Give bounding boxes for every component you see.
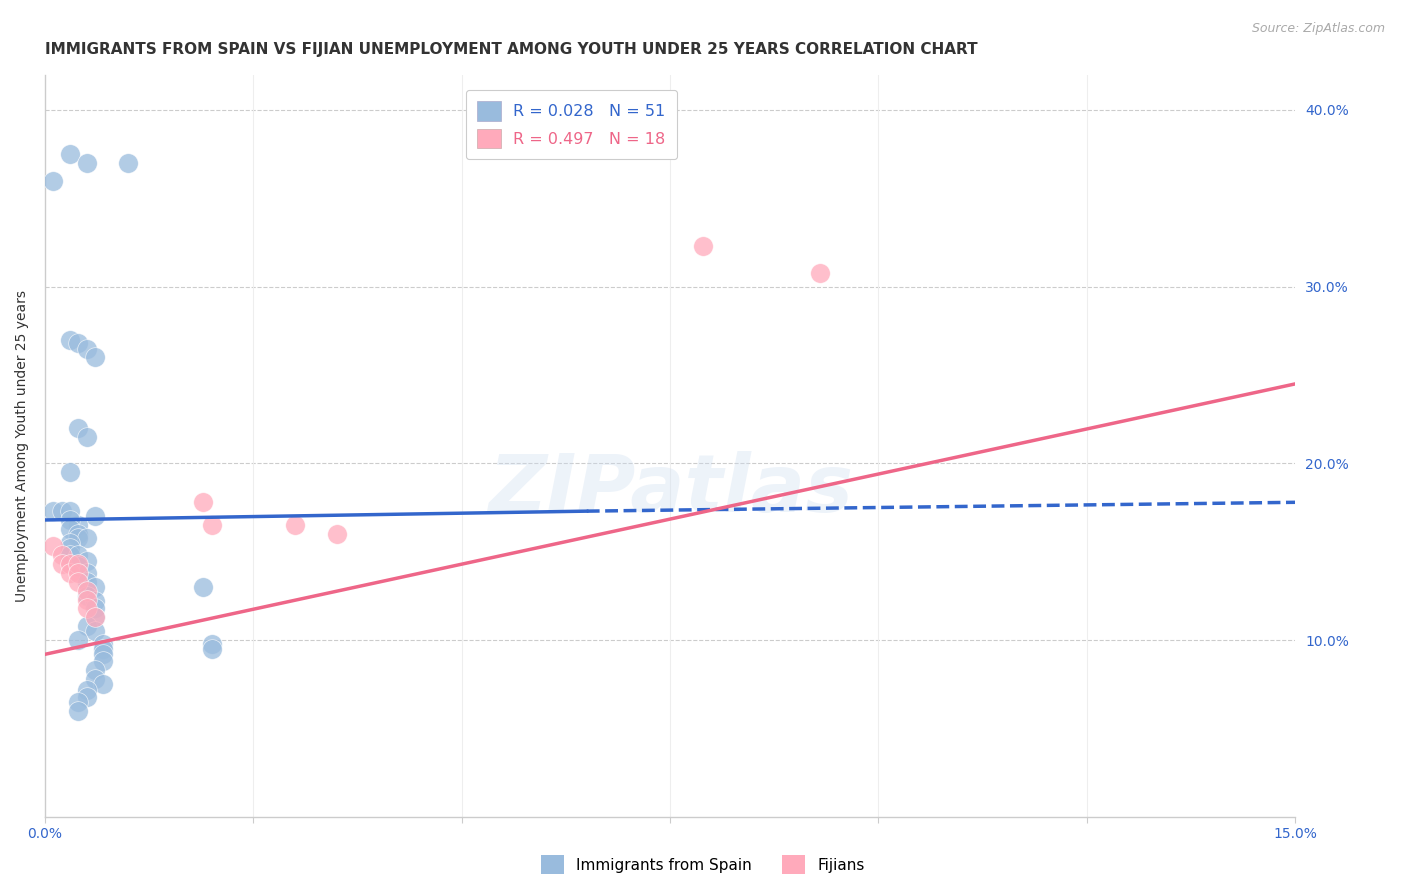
Point <box>59 147 82 161</box>
Point <box>67 557 90 571</box>
Point <box>59 333 82 347</box>
Point <box>67 336 90 351</box>
Point <box>76 430 98 444</box>
Point <box>59 504 82 518</box>
Point <box>76 531 98 545</box>
Y-axis label: Unemployment Among Youth under 25 years: Unemployment Among Youth under 25 years <box>15 290 30 602</box>
Point <box>67 518 90 533</box>
Point <box>67 695 90 709</box>
Point <box>42 504 65 518</box>
Point <box>67 421 90 435</box>
Point <box>84 594 107 608</box>
Point <box>67 558 90 573</box>
Point <box>84 672 107 686</box>
Point <box>42 174 65 188</box>
Point <box>84 351 107 365</box>
Point <box>76 554 98 568</box>
Point <box>84 610 107 624</box>
Point <box>59 536 82 550</box>
Point <box>76 156 98 170</box>
Point <box>76 690 98 704</box>
Point <box>67 633 90 648</box>
Point <box>76 589 98 603</box>
Point <box>325 527 347 541</box>
Point <box>193 495 215 509</box>
Point <box>76 682 98 697</box>
Point <box>59 465 82 479</box>
Point <box>59 549 82 563</box>
Text: IMMIGRANTS FROM SPAIN VS FIJIAN UNEMPLOYMENT AMONG YOUTH UNDER 25 YEARS CORRELAT: IMMIGRANTS FROM SPAIN VS FIJIAN UNEMPLOY… <box>45 42 977 57</box>
Point <box>692 239 714 253</box>
Point <box>76 583 98 598</box>
Point <box>91 648 114 662</box>
Point <box>42 540 65 554</box>
Point <box>201 518 224 533</box>
Legend: Immigrants from Spain, Fijians: Immigrants from Spain, Fijians <box>534 849 872 880</box>
Point <box>76 592 98 607</box>
Point <box>76 601 98 615</box>
Point <box>59 513 82 527</box>
Point <box>84 601 107 615</box>
Point <box>91 654 114 668</box>
Point <box>67 566 90 580</box>
Point <box>84 580 107 594</box>
Point <box>808 266 831 280</box>
Point <box>67 527 90 541</box>
Legend: R = 0.028   N = 51, R = 0.497   N = 18: R = 0.028 N = 51, R = 0.497 N = 18 <box>465 90 676 160</box>
Point <box>76 342 98 356</box>
Point <box>91 677 114 691</box>
Point <box>76 566 98 580</box>
Point <box>51 549 73 563</box>
Point <box>59 541 82 556</box>
Point <box>67 549 90 563</box>
Point <box>76 619 98 633</box>
Text: Source: ZipAtlas.com: Source: ZipAtlas.com <box>1251 22 1385 36</box>
Point <box>51 557 73 571</box>
Point <box>59 557 82 571</box>
Text: ZIPatlas: ZIPatlas <box>488 451 852 529</box>
Point <box>91 642 114 657</box>
Point <box>193 580 215 594</box>
Point <box>67 704 90 718</box>
Point <box>91 637 114 651</box>
Point <box>59 566 82 580</box>
Point <box>59 522 82 536</box>
Point <box>84 509 107 524</box>
Point <box>84 624 107 639</box>
Point <box>117 156 139 170</box>
Point <box>84 663 107 677</box>
Point <box>284 518 307 533</box>
Point <box>201 637 224 651</box>
Point <box>84 610 107 624</box>
Point <box>76 574 98 589</box>
Point <box>51 504 73 518</box>
Point <box>201 642 224 657</box>
Point <box>67 531 90 545</box>
Point <box>67 574 90 589</box>
